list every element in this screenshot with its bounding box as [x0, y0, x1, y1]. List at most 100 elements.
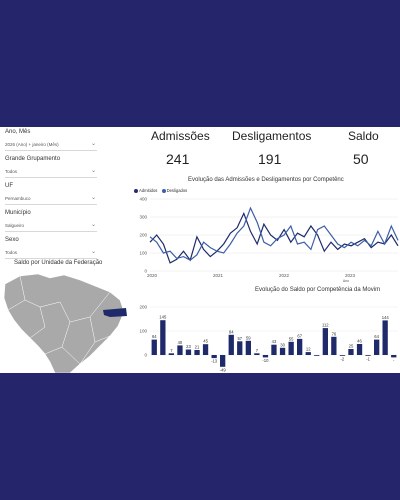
bar[interactable]: [391, 355, 397, 358]
bar[interactable]: [314, 355, 320, 356]
chevron-down-icon: ⌄: [90, 168, 96, 174]
x-axis-label: Ano: [343, 279, 349, 283]
filter-select-ano-mes[interactable]: 2026 (Ano) + janeiro (Mês) ⌄: [5, 141, 97, 151]
bar-data-label: 40: [178, 340, 183, 345]
y-tick-label: 400: [139, 197, 147, 202]
bar[interactable]: [374, 339, 380, 355]
brazil-map[interactable]: [0, 272, 135, 373]
bar[interactable]: [365, 355, 371, 356]
series-line-admitidos: [149, 211, 399, 264]
bar-data-label: 30: [280, 342, 285, 347]
bar[interactable]: [160, 320, 166, 355]
bar-data-label: 45: [203, 339, 208, 344]
bar[interactable]: [271, 344, 277, 355]
legend-dot-desligados: [161, 188, 166, 193]
bar[interactable]: [382, 320, 388, 355]
bar-data-label: 144: [382, 315, 390, 320]
bar-data-label: 55: [289, 336, 294, 341]
series-line-desligados: [149, 206, 399, 261]
bar[interactable]: [288, 341, 294, 355]
bar[interactable]: [279, 347, 286, 355]
bar[interactable]: [305, 352, 311, 355]
line-chart-legend: Admitidos Desligados: [134, 188, 187, 193]
kpi-label-desligamentos: Desligamentos: [232, 129, 312, 143]
bar-data-label: -13: [211, 359, 218, 364]
bar-data-label: 112: [322, 323, 329, 328]
bar[interactable]: [339, 355, 346, 356]
chevron-down-icon: ⌄: [90, 195, 96, 201]
bar[interactable]: [177, 345, 183, 355]
y-tick-label: 0: [144, 269, 147, 274]
bar[interactable]: [348, 349, 354, 355]
filter-panel: Ano, Mês 2026 (Ano) + janeiro (Mês) ⌄ Gr…: [0, 127, 100, 267]
kpi-value-saldo: 50: [353, 151, 369, 167]
bar-data-label: 57: [237, 336, 242, 341]
bar[interactable]: [245, 340, 251, 355]
y-tick-label: 200: [139, 305, 147, 310]
x-tick-label: 2023: [345, 273, 356, 278]
bar[interactable]: [322, 328, 328, 355]
bar-data-label: 84: [229, 329, 234, 334]
bar[interactable]: [356, 344, 363, 355]
bar-data-label: 12: [306, 347, 311, 352]
y-tick-label: 0: [144, 353, 147, 358]
chevron-down-icon: ⌄: [90, 249, 96, 255]
bar[interactable]: [194, 350, 200, 355]
bar[interactable]: [297, 338, 303, 355]
bar[interactable]: [168, 353, 174, 355]
bar-data-label: 67: [297, 333, 302, 338]
map-highlight-pernambuco: [103, 308, 127, 317]
bar-data-label: -: [393, 358, 395, 363]
map-title: Saldo por Unidade da Federação: [14, 260, 103, 266]
bar-data-label: 64: [152, 334, 157, 339]
bar[interactable]: [237, 341, 243, 355]
bar[interactable]: [262, 355, 269, 358]
filter-select-municipio[interactable]: Salgueiro ⌄: [5, 222, 97, 232]
map-state-borders: [7, 275, 111, 365]
bar[interactable]: [185, 349, 192, 356]
bar-data-label: 21: [195, 345, 200, 350]
bar-data-label: -1: [366, 356, 370, 361]
filter-select-sexo[interactable]: Todos ⌄: [5, 249, 97, 259]
filter-value-sexo: Todos: [5, 250, 18, 255]
bar-data-label: 7: [256, 348, 259, 353]
kpi-value-admissoes: 241: [166, 151, 190, 167]
bar[interactable]: [331, 336, 337, 355]
filter-label-municipio: Município: [5, 210, 31, 216]
bar[interactable]: [254, 353, 260, 355]
dashboard-screen: Ano, Mês 2026 (Ano) + janeiro (Mês) ⌄ Gr…: [0, 127, 400, 373]
filter-label-uf: UF: [5, 183, 13, 189]
x-tick-label: 2021: [213, 273, 224, 278]
bar-data-label: 7: [170, 348, 173, 353]
filter-value-municipio: Salgueiro: [5, 223, 25, 228]
legend-dot-admitidos: [134, 188, 138, 193]
filter-select-grande-grupamento[interactable]: Todos ⌄: [5, 168, 97, 178]
bar[interactable]: [211, 355, 217, 359]
y-tick-label: 100: [139, 329, 147, 334]
bar-data-label: 46: [357, 339, 362, 344]
y-tick-label: 300: [139, 215, 147, 220]
bar-data-label: -2: [341, 356, 345, 361]
legend-label-desligados: Desligados: [166, 188, 188, 193]
bar[interactable]: [220, 355, 226, 367]
y-tick-label: 100: [139, 251, 147, 256]
filter-label-grande-grupamento: Grande Grupamento: [5, 156, 61, 162]
bar[interactable]: [202, 344, 209, 355]
filter-label-ano-mes: Ano, Mês: [5, 129, 31, 135]
kpi-label-admissoes: Admissões: [151, 129, 210, 143]
bar[interactable]: [228, 334, 234, 355]
y-tick-label: 200: [139, 233, 147, 238]
bar-data-label: 145: [159, 315, 167, 320]
filter-select-uf[interactable]: Pernambuco ⌄: [5, 195, 97, 205]
filter-label-sexo: Sexo: [5, 237, 19, 243]
x-tick-label: 2022: [279, 273, 290, 278]
kpi-label-saldo: Saldo: [348, 129, 379, 143]
bar-data-label: -10: [262, 358, 269, 363]
filter-value-uf: Pernambuco: [5, 196, 31, 201]
bar-data-label: -49: [220, 367, 227, 372]
filter-value-grande-grupamento: Todos: [5, 169, 18, 174]
bar-data-label: 43: [272, 339, 277, 344]
bar[interactable]: [151, 339, 157, 355]
